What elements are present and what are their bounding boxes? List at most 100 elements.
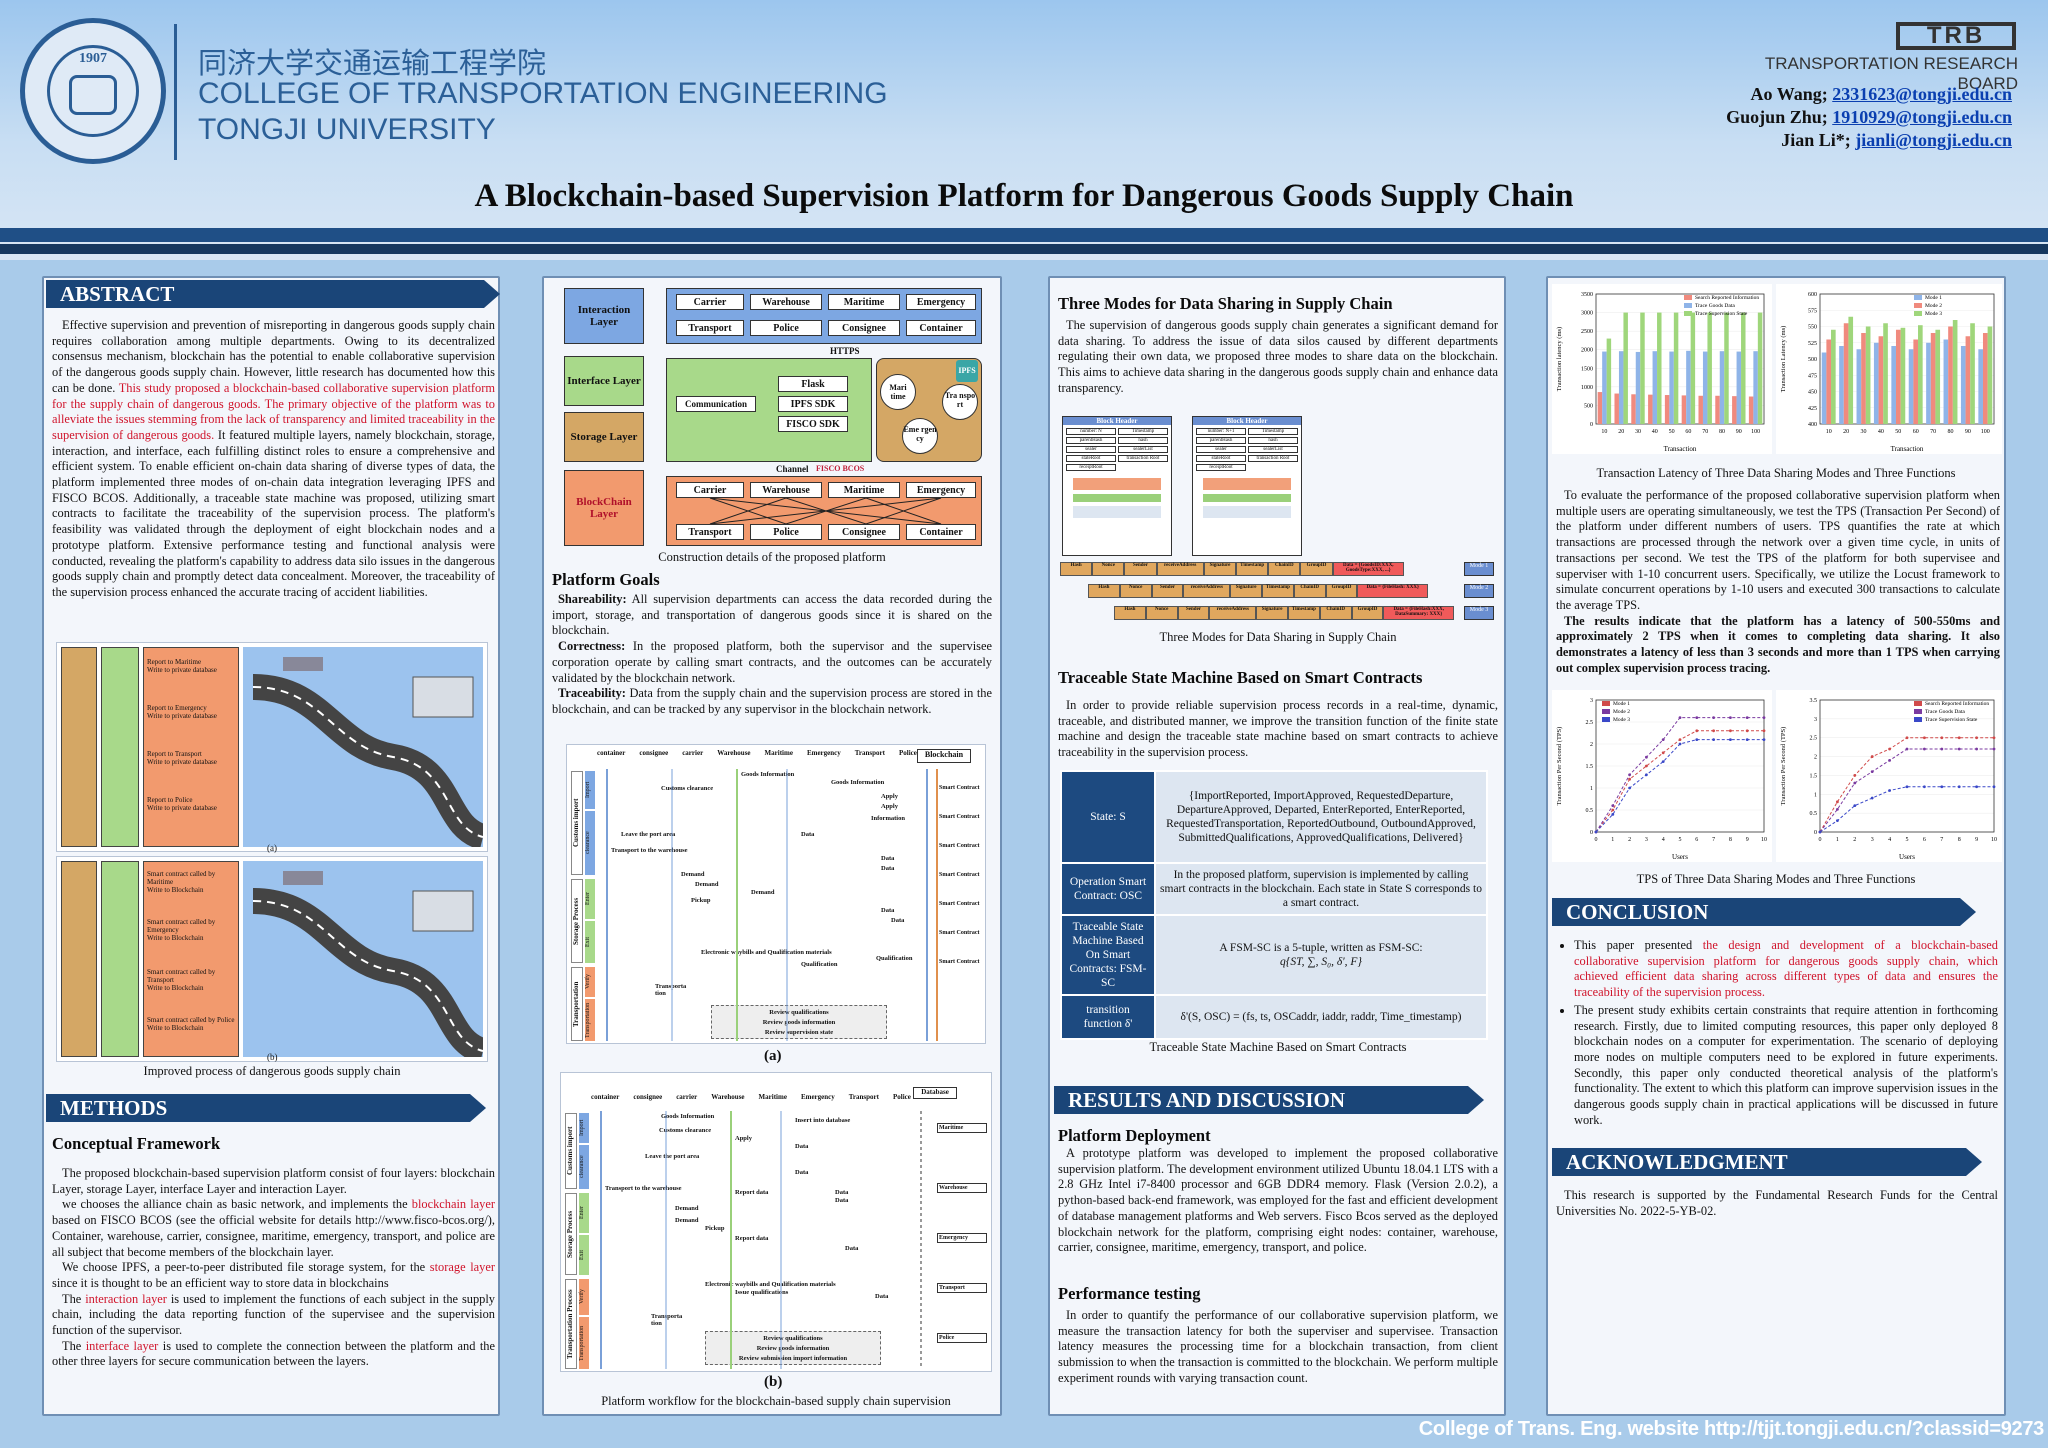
tsm-value-osc: In the proposed platform, supervision is…: [1154, 862, 1488, 916]
x-tick-2-1: 1: [1611, 837, 1614, 843]
author-3-email[interactable]: jianli@tongji.edu.cn: [1855, 130, 2012, 150]
x-tick-2-2: 2: [1628, 837, 1631, 843]
tx-row-mode1: Hash Nonce Sender receiveAddress Signatu…: [1060, 562, 1405, 576]
x-tick-0-4: 50: [1669, 429, 1675, 435]
storage-node-maritime: Mari time: [880, 374, 916, 410]
road-graphic-b: [252, 871, 488, 1064]
actor-warehouse: Warehouse: [717, 749, 751, 757]
actor-b-police: Police: [893, 1093, 911, 1101]
latency-chart-modes: 400 425 450 475 500 525 550 575 600 Transaction Tr…: [1776, 284, 2002, 454]
point-3-1-9: [1975, 747, 1978, 751]
supply-chain-figure-a: Report to Maritime Write to private data…: [56, 642, 488, 853]
actor-b-transport: Transport: [848, 1093, 879, 1101]
workflow-diagram-b: container consignee carrier Warehouse Ma…: [560, 1072, 992, 1372]
plot-frame-1: [1819, 293, 1995, 425]
road-illustration-b: [243, 861, 488, 1064]
bar-0-2-1: [1623, 312, 1628, 424]
legend-swatch-2-1: [1602, 709, 1610, 714]
bar-0-0-7: [1715, 395, 1720, 424]
field-n-0: number: N: [1066, 428, 1116, 435]
review-box-b: Review qualifications Review goods infor…: [705, 1331, 881, 1365]
figure-a-label: (a): [267, 843, 277, 853]
author-2-email[interactable]: 1910929@tongji.edu.cn: [1832, 107, 2012, 127]
methods-p1: The proposed blockchain-based supervisio…: [52, 1166, 495, 1196]
bar-0-2-7: [1724, 312, 1729, 424]
tsm-label-osc: Operation Smart Contract: OSC: [1060, 862, 1156, 916]
legend-swatch-2-2: [1602, 717, 1610, 722]
bottom-carrier: Carrier: [676, 482, 744, 498]
mode2-label: Mode 2: [1464, 584, 1494, 598]
bar-0-2-5: [1690, 312, 1696, 424]
actor-container: container: [597, 749, 626, 757]
substage-enter-a: Enter: [585, 879, 595, 919]
three-modes-heading: Three Modes for Data Sharing in Supply C…: [1058, 294, 1393, 313]
methods-p2: we chooses the alliance chain as basic n…: [52, 1197, 495, 1259]
abstract-heading: ABSTRACT: [46, 280, 500, 308]
tsm-row-state: State: S {ImportReported, ImportApproved…: [1060, 770, 1488, 864]
legend-swatch-2-0: [1602, 701, 1610, 706]
bar-0-1-8: [1736, 351, 1742, 424]
point-3-0-7: [1940, 736, 1944, 740]
point-2-2-4: [1661, 760, 1665, 763]
tx3-chain: ChainID: [1319, 606, 1352, 620]
substage-clearance-a: clearance: [585, 811, 595, 875]
y-tick-0-6: 3000: [1581, 311, 1593, 317]
x-tick-2-9: 9: [1746, 837, 1749, 843]
bar-1-2-2: [1865, 326, 1871, 424]
supply-chain-figure-b: Smart contract called by Maritime Write …: [56, 856, 488, 1064]
bar-1-2-8: [1970, 323, 1975, 424]
db-police: Police: [937, 1333, 987, 1343]
communication-box: Communication: [676, 396, 756, 412]
conclusion-text: This paper presented the design and deve…: [1556, 938, 1998, 1130]
storage-layer-label: Storage Layer: [564, 412, 644, 462]
step-b-5: Leave the port area: [645, 1153, 700, 1160]
supply-chain-caption: Improved process of dangerous goods supp…: [143, 1064, 401, 1078]
y-axis-label-3: Transaction Per Second (TPS): [1780, 727, 1787, 806]
tx2-sender: Sender: [1151, 584, 1184, 598]
tx2-chain: ChainID: [1293, 584, 1326, 598]
bar-0-0-8: [1732, 396, 1737, 424]
seal-emblem: [69, 75, 117, 115]
field-n1-0: number: N+1: [1196, 428, 1246, 435]
point-3-1-10: [1992, 747, 1996, 751]
x-axis-label-2: Users: [1672, 853, 1688, 861]
college-website-footer[interactable]: College of Trans. Eng. website http://tj…: [1418, 1418, 2045, 1440]
tx2-hash: Hash: [1088, 584, 1120, 598]
tx2-nonce: Nonce: [1119, 584, 1152, 598]
three-modes-text: The supervision of dangerous goods suppl…: [1058, 318, 1498, 395]
bar-0-1-1: [1618, 351, 1624, 424]
university-name-en: TONGJI UNIVERSITY: [198, 113, 496, 146]
x-tick-3-5: 5: [1906, 837, 1909, 843]
bar-1-1-4: [1895, 329, 1901, 424]
point-3-2-6: [1923, 785, 1926, 789]
tx1-chain: ChainID: [1268, 562, 1301, 576]
y-tick-1-0: 400: [1808, 422, 1817, 428]
author-3: Jian Li*; jianli@tongji.edu.cn: [1781, 130, 2012, 150]
y-tick-0-2: 1000: [1581, 385, 1593, 391]
figure-b-interface: [101, 861, 139, 1057]
point-2-2-1: [1611, 813, 1615, 816]
interface-layer-label: Interface Layer: [564, 356, 644, 406]
substage-verify-b: Verify: [579, 1279, 589, 1315]
y-axis-label-2: Transaction Per Second (TPS): [1556, 727, 1563, 806]
step-a-14: Pickup: [691, 897, 711, 904]
bar-0-2-9: [1757, 312, 1763, 424]
x-tick-2-6: 6: [1695, 837, 1698, 843]
legend-swatch-1-0: [1914, 295, 1922, 300]
figure-b-label: (b): [267, 1052, 278, 1062]
data-sharing-diagram: Block Header number: N Timestamp parentH…: [1058, 412, 1498, 624]
methods-text: The proposed blockchain-based supervisio…: [52, 1166, 495, 1370]
smart-contract-a-5: Smart Contract: [939, 901, 980, 907]
point-3-2-1: [1836, 819, 1839, 823]
substage-exit-a: Exit: [585, 921, 595, 963]
author-1-email[interactable]: 2331623@tongji.edu.cn: [1832, 84, 2012, 104]
tsm-text: In order to provide reliable supervision…: [1058, 698, 1498, 760]
bar-0-0-3: [1648, 394, 1653, 424]
substage-exit-b: Exit: [579, 1235, 589, 1275]
db-emergency: Emergency: [937, 1233, 987, 1243]
actor-b-carrier: carrier: [676, 1093, 698, 1101]
tx2-signature: Signature: [1230, 584, 1262, 598]
tx1-timestamp: Timestamp: [1236, 562, 1269, 576]
legend-swatch-3-0: [1914, 701, 1922, 706]
bar-1-0-5: [1908, 349, 1914, 424]
